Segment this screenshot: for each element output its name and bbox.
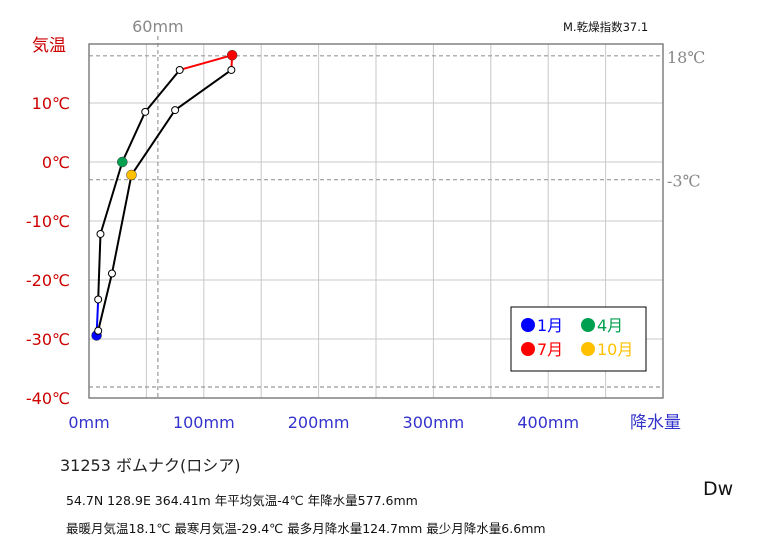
ref-line-label-minus3c: -3℃ xyxy=(667,172,700,191)
point-month-5 xyxy=(141,107,150,116)
legend-swatch-7 xyxy=(521,342,535,356)
info-line-1: 54.7N 128.9E 364.41m 年平均気温-4℃ 年降水量577.6m… xyxy=(66,493,418,508)
x-tick-label: 100mm xyxy=(173,413,235,432)
curve-segment-4-5 xyxy=(121,110,147,163)
x-tick-label: 0mm xyxy=(68,413,109,432)
curve-segment-9-10 xyxy=(130,109,177,176)
station-name: 31253 ボムナク(ロシア) xyxy=(60,456,241,475)
legend-swatch-10 xyxy=(581,342,595,356)
x-tick-label: 400mm xyxy=(517,413,579,432)
climate-curve xyxy=(95,54,234,337)
month-points xyxy=(91,49,238,341)
point-month-11 xyxy=(107,269,116,278)
plot-frame xyxy=(88,43,664,399)
y-tick-label: -10℃ xyxy=(26,212,70,231)
legend-label-10: 10月 xyxy=(597,340,633,359)
point-month-6 xyxy=(175,65,184,74)
climate-code: Dw xyxy=(703,478,734,500)
y-tick-labels: 10℃ 0℃ -10℃ -20℃ -30℃ -40℃ xyxy=(26,94,70,408)
curve-segment-5-6 xyxy=(144,68,181,113)
y-tick-label: -30℃ xyxy=(26,330,70,349)
point-month-10 xyxy=(126,169,137,181)
x-tick-label: 200mm xyxy=(288,413,350,432)
info-line-2: 最暖月気温18.1℃ 最寒月気温-29.4℃ 最多月降水量124.7mm 最少月… xyxy=(66,521,546,536)
legend-label-1: 1月 xyxy=(537,316,563,335)
point-month-3 xyxy=(96,229,105,238)
curve-segment-3-4 xyxy=(99,161,124,235)
y-tick-label: 0℃ xyxy=(42,153,70,172)
ref-line-label-60mm: 60mm xyxy=(132,17,184,36)
curve-segment-8-9 xyxy=(174,68,233,112)
legend-label-4: 4月 xyxy=(597,316,623,335)
legend-swatch-4 xyxy=(581,318,595,332)
ref-line-label-18c: 18℃ xyxy=(667,48,705,67)
point-month-7 xyxy=(226,49,238,61)
point-month-2 xyxy=(94,295,103,304)
x-tick-labels: 0mm 100mm 200mm 300mm 400mm xyxy=(68,413,579,432)
point-month-12 xyxy=(94,326,103,335)
point-month-9 xyxy=(171,106,180,115)
y-tick-label: -20℃ xyxy=(26,271,70,290)
x-tick-label: 300mm xyxy=(403,413,465,432)
legend-box xyxy=(510,306,647,372)
point-month-4 xyxy=(117,156,128,168)
curve-segment-6-7 xyxy=(178,54,234,71)
y-tick-label: 10℃ xyxy=(32,94,70,113)
reference-lines xyxy=(89,36,663,398)
legend-label-7: 7月 xyxy=(537,340,563,359)
legend-swatch-1 xyxy=(521,318,535,332)
y-axis-label: 気温 xyxy=(32,36,66,56)
x-axis-label: 降水量 xyxy=(630,413,681,433)
point-month-8 xyxy=(227,65,236,74)
y-tick-label: -40℃ xyxy=(26,389,70,408)
curve-segment-10-11 xyxy=(110,173,133,275)
legend: 1月 4月 7月 10月 xyxy=(510,306,647,372)
curve-segment-2-3 xyxy=(97,232,102,301)
m-index: M.乾燥指数37.1 xyxy=(563,20,649,34)
curve-segment-11-12 xyxy=(97,272,113,332)
